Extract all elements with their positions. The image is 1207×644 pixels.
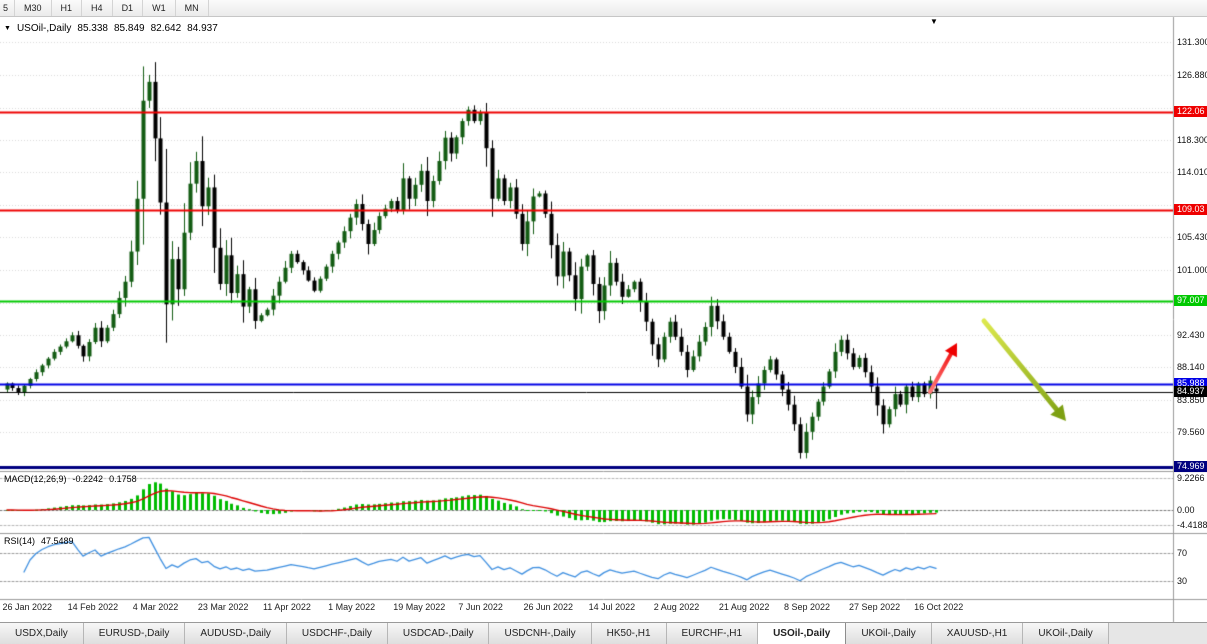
up-trend-arrow[interactable] (930, 343, 957, 392)
timeframe-button-w1[interactable]: W1 (143, 0, 176, 16)
chart-tab-eurchfh1[interactable]: EURCHF-,H1 (666, 623, 759, 644)
chart-tab-usoildaily[interactable]: USOil-,Daily (758, 623, 847, 644)
timeframe-button-m30[interactable]: M30 (15, 0, 52, 16)
chart-tab-eurusddaily[interactable]: EURUSD-,Daily (83, 623, 186, 644)
timeframe-button-d1[interactable]: D1 (113, 0, 144, 16)
timeframe-toolbar: 5 M30 H1 H4 D1 W1 MN (0, 0, 1207, 17)
timeframe-button-h1[interactable]: H1 (52, 0, 83, 16)
chart-tab-usdchfdaily[interactable]: USDCHF-,Daily (286, 623, 388, 644)
timeframe-button-mn[interactable]: MN (176, 0, 209, 16)
timeframe-button-5[interactable]: 5 (0, 0, 16, 16)
chart-tab-usdxdaily[interactable]: USDX,Daily (0, 623, 84, 644)
chart-tab-usdcaddaily[interactable]: USDCAD-,Daily (387, 623, 490, 644)
chart-tab-ukoildaily[interactable]: UKOil-,Daily (846, 623, 932, 644)
chart-tab-bar: USDX,Daily EURUSD-,Daily AUDUSD-,Daily USDC… (0, 622, 1207, 644)
chart-tab-ukoildaily[interactable]: UKOil-,Daily (1023, 623, 1109, 644)
chart-tab-hk50h1[interactable]: HK50-,H1 (591, 623, 667, 644)
chart-tab-xauusdh1[interactable]: XAUUSD-,H1 (931, 623, 1024, 644)
down-trend-arrow[interactable] (984, 321, 1066, 421)
chart-tab-usdcnhdaily[interactable]: USDCNH-,Daily (489, 623, 592, 644)
timeframe-button-h4[interactable]: H4 (82, 0, 113, 16)
chart-tab-audusddaily[interactable]: AUDUSD-,Daily (185, 623, 287, 644)
